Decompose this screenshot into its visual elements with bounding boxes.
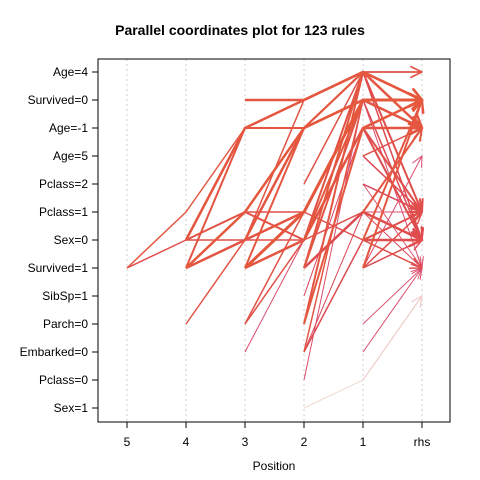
y-tick-label: Survived=1	[28, 261, 89, 275]
rule-arrowhead	[409, 257, 423, 269]
chart-title: Parallel coordinates plot for 123 rules	[115, 22, 365, 38]
y-tick-label: Sex=1	[54, 401, 89, 415]
rule-path	[362, 267, 423, 353]
y-tick-label: Embarked=0	[20, 345, 89, 359]
rule-line	[362, 99, 423, 241]
x-tick-label: 2	[301, 435, 308, 449]
y-axis: Age=4 Survived=0 Age=-1 Age=5 Pclass=2 Pclass…	[20, 65, 98, 415]
rule-path	[126, 211, 423, 269]
y-tick-label: Survived=0	[28, 93, 89, 107]
y-tick-label: SibSp=1	[42, 289, 88, 303]
rule-line	[362, 99, 423, 269]
rule-path	[362, 155, 423, 269]
y-tick-label: Sex=0	[54, 233, 89, 247]
y-tick-label: Pclass=1	[39, 205, 88, 219]
rule-line	[362, 211, 423, 269]
y-tick-label: Parch=0	[43, 317, 88, 331]
x-axis: 5 4 3 2 1 rhs	[124, 422, 431, 449]
x-axis-label: Position	[253, 459, 296, 473]
rule-arrowhead	[410, 65, 423, 79]
rule-line	[244, 126, 422, 270]
y-tick-label: Pclass=2	[39, 177, 88, 191]
rule-path	[362, 267, 423, 325]
rule-line	[243, 98, 422, 270]
rule-line	[362, 267, 423, 353]
y-tick-label: Age=-1	[49, 121, 88, 135]
x-tick-label: 1	[360, 435, 367, 449]
x-tick-label: 4	[183, 435, 190, 449]
rule-arrowhead	[409, 229, 423, 241]
x-tick-label: 3	[242, 435, 249, 449]
y-tick-label: Age=4	[53, 65, 88, 79]
y-tick-label: Age=5	[53, 149, 88, 163]
rule-line	[362, 155, 423, 269]
rule-arrowhead	[412, 155, 423, 168]
rule-arrowhead	[407, 92, 424, 108]
rule-arrowhead	[411, 295, 423, 308]
rule-line	[362, 267, 423, 325]
rule-line	[126, 211, 423, 269]
rule-path	[303, 93, 423, 353]
rule-lines	[126, 65, 425, 409]
rule-line	[362, 211, 423, 241]
rule-path	[243, 92, 424, 270]
rule-path	[362, 295, 423, 381]
x-tick-label: 5	[124, 435, 131, 449]
rule-line	[362, 295, 423, 381]
y-tick-label: Pclass=0	[39, 373, 88, 387]
x-tick-label: rhs	[414, 435, 431, 449]
rule-arrowhead	[411, 198, 424, 213]
